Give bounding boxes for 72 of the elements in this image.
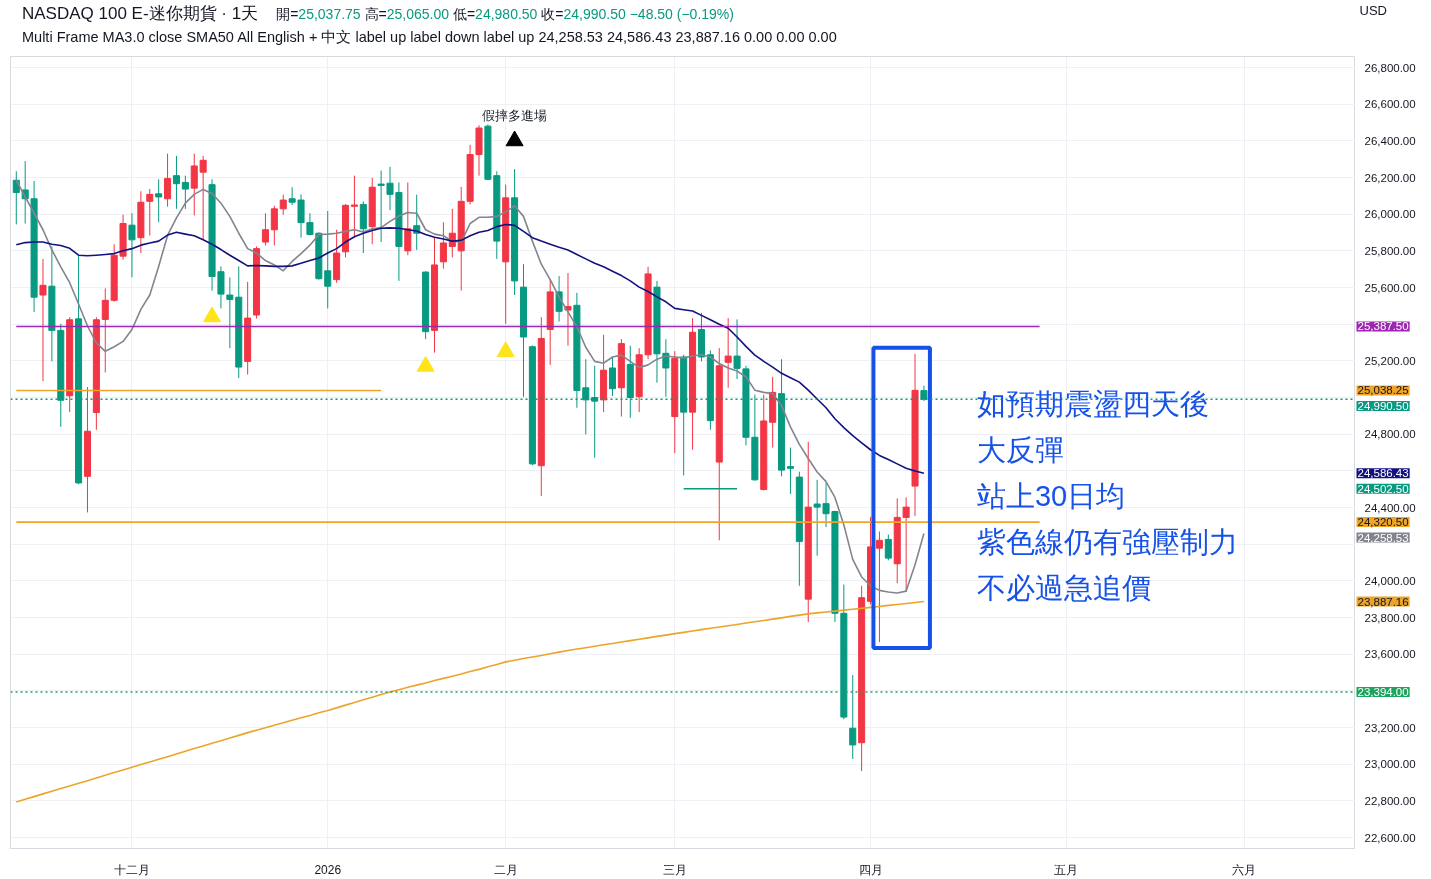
candlestick [786,447,794,495]
candlestick [564,272,572,347]
x-tick-label: 四月 [858,862,883,877]
candlestick [261,212,269,247]
text: 24,320.50 [1357,516,1409,529]
ref-line-label: 23,394.00 [1357,685,1409,698]
y-tick-label: 23,200.00 [1364,721,1416,734]
candlestick [128,212,136,278]
y-tick-label: 26,400.00 [1364,134,1416,147]
candlestick [404,181,412,256]
y-tick-label: 25,200.00 [1364,354,1416,367]
y-tick-label: 24,000.00 [1364,574,1416,587]
candlestick [181,175,189,210]
text: 24,258.53 [1357,531,1409,544]
candlestick [733,318,741,380]
candlestick [439,221,447,270]
y-tick-label: 25,600.00 [1364,281,1416,294]
line-series [15,223,925,475]
candlestick [155,178,163,223]
candlestick [172,155,180,210]
y-tick-label: 26,200.00 [1364,171,1416,184]
y-tick-label: 22,800.00 [1364,794,1416,807]
text: 25,387.50 [1357,320,1409,333]
x-tick-label: 五月 [1054,862,1079,877]
y-tick-label: 23,800.00 [1364,611,1416,624]
text: 開=25,037.75 高=25,065.00 低=24,980.50 收=24,990.50 −48.50 (−0.19%) [276,6,734,22]
point [505,130,524,147]
x-tick-label: 三月 [662,862,687,877]
candlestick [164,153,172,208]
x-tick-label: 二月 [493,862,518,877]
x-tick-label: 六月 [1232,862,1257,877]
y-tick-label: 23,000.00 [1364,758,1416,771]
ref-line-label: 24,990.50 [1357,399,1409,412]
line-series [15,600,925,803]
x-tick-label: 2026 [314,862,342,877]
y-tick-label: 22,600.00 [1364,831,1416,844]
x-tick-label: 十二月 [113,862,150,877]
annotation: 不必過急追價 [976,571,1151,604]
y-tick-label: 26,600.00 [1364,98,1416,111]
candlestick [902,496,910,593]
candlestick [279,194,287,216]
candlestick [146,188,154,236]
y-tick-label: 24,400.00 [1364,501,1416,514]
annotation: 大反彈 [976,433,1064,466]
chart-subtitle: Multi Frame MA3.0 close SMA50 All English + 中文 label up label down label up 24,258.53 24,586.43 23,887.16 0.00 0.00 0.00 [22,28,837,47]
point [416,356,435,372]
candlestick [724,317,732,389]
annotation: 站上30日均 [976,479,1126,512]
point [203,306,222,323]
series-label: 假摔多進場 [482,107,548,123]
y-axis-title: USD [1359,2,1387,20]
y-tick-label: 25,800.00 [1364,244,1416,257]
y-tick-label: 24,800.00 [1364,428,1416,441]
text: 23,887.16 [1357,595,1409,608]
y-tick-label: 26,800.00 [1364,61,1416,74]
candlestick [875,531,883,643]
candlestick [608,356,617,397]
text: 25,038.25 [1357,384,1409,397]
candlestick [350,175,358,239]
candlestick [849,674,857,760]
y-tick-label: 23,600.00 [1364,648,1416,661]
candlestick [884,534,892,561]
chart-title: NASDAQ 100 E-迷你期貨 · 1天 [22,4,259,23]
annotation: 紫色線仍有強壓制力 [976,525,1238,558]
text: 24,502.50 [1357,482,1409,495]
annotation: 如預期震盪四天後 [976,387,1209,420]
candlestick [270,205,278,247]
point [496,341,515,358]
text: 24,586.43 [1357,467,1409,480]
candlestick [39,258,47,382]
candlestick [101,287,109,373]
y-tick-label: 26,000.00 [1364,208,1416,221]
